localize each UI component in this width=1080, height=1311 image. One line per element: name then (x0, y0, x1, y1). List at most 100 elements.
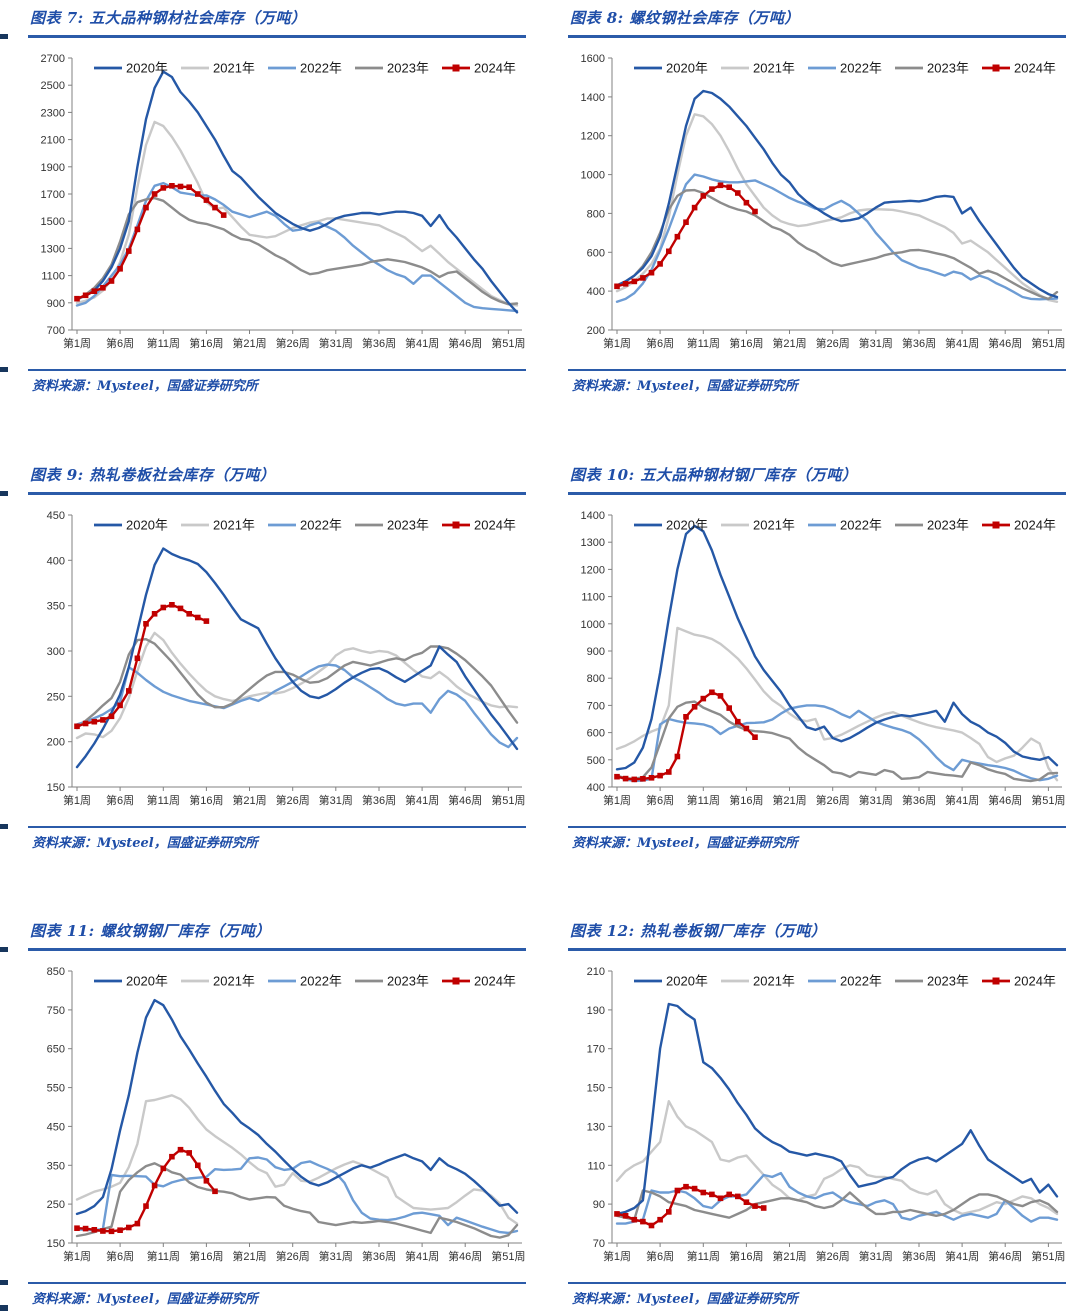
legend: 2020年 2021年 2022年 2023年 2024年 (634, 518, 1056, 533)
svg-text:800: 800 (587, 673, 605, 685)
series-2021年 (615, 1099, 1059, 1216)
svg-text:第11周: 第11周 (147, 793, 180, 807)
svg-text:1400: 1400 (581, 92, 605, 104)
svg-text:1000: 1000 (581, 170, 605, 182)
y-axis: 400 500 600 700 800 900 1000 1100 1200 1300 1400 (581, 510, 613, 794)
svg-text:第6周: 第6周 (106, 336, 134, 350)
svg-text:800: 800 (587, 208, 605, 220)
x-axis: 第1周 第6周 第11周 第16周 第21周 第26周 第31周 第36周 第41周 第46周 第5… (63, 329, 526, 350)
source-rule (0, 367, 526, 372)
source-rule (0, 1280, 526, 1285)
svg-text:2021年: 2021年 (213, 61, 255, 76)
legend: 2020年 2021年 2022年 2023年 2024年 (634, 61, 1056, 76)
title-rule (568, 35, 1066, 38)
svg-text:150: 150 (587, 1083, 605, 1095)
svg-text:第51周: 第51周 (1031, 1249, 1065, 1263)
series-2024年 (614, 689, 758, 783)
svg-text:2023年: 2023年 (927, 61, 969, 76)
figure-11-chart: 150 250 350 450 550 650 750 850 第1周 第6周 第11周 第16周 第2… (28, 959, 526, 1281)
legend: 2020年 2021年 2022年 2023年 2024年 (94, 974, 516, 989)
figure-12-title: 图表 12: 热轧卷板钢厂库存（万吨） (570, 922, 827, 940)
svg-text:第21周: 第21周 (232, 336, 266, 350)
svg-text:400: 400 (47, 555, 65, 567)
series-2022年 (615, 1171, 1059, 1225)
svg-text:2700: 2700 (41, 53, 65, 65)
svg-text:第46周: 第46周 (988, 336, 1022, 350)
edge-tick (0, 824, 8, 829)
line-chart: 400 500 600 700 800 900 1000 1100 1200 1300 1400 第1… (581, 510, 1066, 807)
svg-text:2300: 2300 (41, 107, 65, 119)
edge-tick (0, 947, 8, 952)
svg-text:2024年: 2024年 (474, 974, 516, 989)
svg-text:2022年: 2022年 (840, 518, 882, 533)
x-axis: 第1周 第6周 第11周 第16周 第21周 第26周 第31周 第36周 第41周 第46周 第5… (603, 1242, 1066, 1263)
svg-text:第36周: 第36周 (902, 336, 936, 350)
source-rule (0, 824, 526, 829)
figure-8-chart: 200 400 600 800 1000 1200 1400 1600 第1周 第6周 第11周 第1… (568, 46, 1066, 368)
svg-text:第16周: 第16周 (729, 793, 763, 807)
svg-text:2021年: 2021年 (753, 974, 795, 989)
svg-text:第26周: 第26周 (816, 1249, 850, 1263)
svg-text:170: 170 (587, 1044, 605, 1056)
title-rule (0, 491, 526, 496)
svg-text:第16周: 第16周 (189, 1249, 223, 1263)
x-axis: 第1周 第6周 第11周 第16周 第21周 第26周 第31周 第36周 第41周 第46周 第5… (603, 329, 1066, 350)
figure-11-panel: 图表 11: 螺纹钢钢厂库存（万吨） 150 250 350 450 550 650 750… (0, 905, 540, 1311)
svg-text:第36周: 第36周 (362, 1249, 396, 1263)
series-2020年 (75, 998, 519, 1216)
svg-text:2022年: 2022年 (300, 974, 342, 989)
svg-text:150: 150 (47, 1238, 65, 1250)
svg-text:2023年: 2023年 (387, 974, 429, 989)
figure-10-panel: 图表 10: 五大品种钢材钢厂库存（万吨） 400 500 600 700 800 900… (540, 440, 1080, 905)
svg-text:450: 450 (47, 510, 65, 522)
y-axis: 70 90 110 130 150 170 190 210 (587, 966, 613, 1250)
series-2024年 (74, 183, 227, 302)
edge-tick (0, 1305, 8, 1311)
svg-text:2023年: 2023年 (927, 518, 969, 533)
series-2020年 (615, 1002, 1059, 1216)
svg-text:2020年: 2020年 (666, 61, 708, 76)
edge-tick (0, 491, 8, 496)
series-2021年 (75, 1094, 519, 1225)
svg-text:第26周: 第26周 (816, 793, 850, 807)
svg-text:第41周: 第41周 (405, 1249, 439, 1263)
svg-text:2021年: 2021年 (753, 518, 795, 533)
figure-8-title: 图表 8: 螺纹钢社会库存（万吨） (570, 9, 800, 27)
svg-text:400: 400 (587, 782, 605, 794)
y-axis: 700 900 1100 1300 1500 1700 1900 2100 2300 2500 27… (41, 53, 73, 337)
svg-text:850: 850 (47, 966, 65, 978)
figure-10-chart: 400 500 600 700 800 900 1000 1100 1200 1300 1400 第1… (568, 503, 1066, 825)
svg-text:第51周: 第51周 (491, 336, 525, 350)
svg-text:第51周: 第51周 (1031, 336, 1065, 350)
svg-text:第21周: 第21周 (772, 793, 806, 807)
source-note: 资料来源：Mysteel，国盛证券研究所 (572, 1292, 798, 1307)
title-rule (568, 948, 1066, 951)
svg-text:210: 210 (587, 966, 605, 978)
svg-text:250: 250 (47, 1199, 65, 1211)
svg-text:2023年: 2023年 (387, 518, 429, 533)
source-rule (568, 1282, 1066, 1284)
svg-text:第51周: 第51周 (491, 1249, 525, 1263)
svg-text:第21周: 第21周 (232, 1249, 266, 1263)
svg-text:300: 300 (47, 646, 65, 658)
svg-text:500: 500 (587, 755, 605, 767)
svg-text:第6周: 第6周 (646, 793, 674, 807)
legend: 2020年 2021年 2022年 2023年 2024年 (94, 61, 516, 76)
y-axis: 150 200 250 300 350 400 450 (47, 510, 73, 794)
svg-text:第46周: 第46周 (448, 793, 482, 807)
svg-text:第11周: 第11周 (147, 1249, 180, 1263)
svg-text:2022年: 2022年 (300, 518, 342, 533)
line-chart: 200 400 600 800 1000 1200 1400 1600 第1周 第6周 第11周 第1… (581, 53, 1066, 350)
svg-text:第16周: 第16周 (189, 336, 223, 350)
svg-text:第26周: 第26周 (276, 1249, 310, 1263)
svg-text:90: 90 (593, 1199, 605, 1211)
svg-text:第41周: 第41周 (405, 793, 439, 807)
edge-tick (0, 1280, 8, 1285)
svg-text:2024年: 2024年 (1014, 518, 1056, 533)
svg-text:第6周: 第6周 (646, 1249, 674, 1263)
series-2024年 (614, 1183, 767, 1229)
svg-text:第46周: 第46周 (448, 336, 482, 350)
y-axis: 200 400 600 800 1000 1200 1400 1600 (581, 53, 613, 337)
svg-text:700: 700 (587, 700, 605, 712)
x-axis: 第1周 第6周 第11周 第16周 第21周 第26周 第31周 第36周 第41周 第46周 第5… (63, 786, 526, 807)
